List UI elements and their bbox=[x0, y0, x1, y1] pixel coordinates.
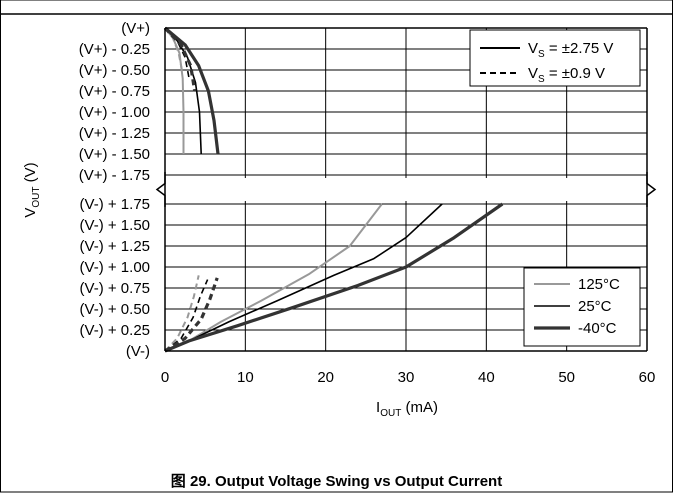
supply-legend-label: VS = ±2.75 V bbox=[528, 40, 613, 60]
temperature-legend-box bbox=[523, 267, 641, 347]
temperature-legend-label: -40°C bbox=[578, 320, 617, 337]
series-line-upper-solid bbox=[163, 26, 220, 155]
x-tick-label: 0 bbox=[161, 369, 169, 386]
y-tick-label-lower: (V-) + 0.75 bbox=[80, 280, 150, 297]
y-tick-label-upper: (V+) - 1.25 bbox=[79, 125, 150, 142]
series-line-lower-solid bbox=[164, 202, 504, 353]
x-tick-label: 60 bbox=[639, 369, 656, 386]
supply-legend-label: VS = ±0.9 V bbox=[528, 65, 605, 85]
y-tick-label-upper: (V+) - 1.75 bbox=[79, 167, 150, 184]
axis-break-gap bbox=[163, 178, 649, 201]
y-tick-label-lower: (V-) + 1.00 bbox=[80, 259, 150, 276]
y-tick-label-lower: (V-) + 1.25 bbox=[80, 238, 150, 255]
x-tick-label: 20 bbox=[317, 369, 334, 386]
y-tick-label-lower: (V-) + 1.50 bbox=[80, 217, 150, 234]
axes-layer: 0 10 20 30 40 50 60 (V+) (V+) - 0.25 (V+) - 0.50 (… bbox=[79, 20, 656, 386]
y-tick-label-lower: (V-) + 0.25 bbox=[80, 322, 150, 339]
temperature-legend-label: 125°C bbox=[578, 276, 620, 293]
x-axis-title: IOUT (mA) bbox=[376, 399, 438, 419]
series-line-upper-dashed bbox=[164, 27, 183, 71]
y-tick-label-upper: (V+) bbox=[121, 20, 150, 37]
series-line-lower-dashed bbox=[164, 275, 200, 352]
y-tick-label-upper: (V+) - 1.00 bbox=[79, 104, 150, 121]
series-layer bbox=[163, 26, 504, 353]
y-tick-label-upper: (V+) - 0.75 bbox=[79, 83, 150, 100]
x-tick-label: 50 bbox=[558, 369, 575, 386]
y-tick-label-lower: (V-) + 0.50 bbox=[80, 301, 150, 318]
y-axis-title: VOUT (V) bbox=[22, 162, 42, 217]
x-tick-label: 10 bbox=[237, 369, 254, 386]
x-tick-label: 40 bbox=[478, 369, 495, 386]
figure-caption: 图 29. Output Voltage Swing vs Output Cur… bbox=[170, 473, 503, 490]
y-tick-label-lower: (V-) + 1.75 bbox=[80, 196, 150, 213]
x-tick-label: 30 bbox=[398, 369, 415, 386]
series-line-upper-dashed bbox=[163, 26, 197, 92]
legend-layer: VS = ±2.75 V VS = ±0.9 V 125°C 25°C -40°C bbox=[469, 29, 641, 347]
temperature-legend-label: 25°C bbox=[578, 298, 612, 315]
y-tick-label-lower: (V-) bbox=[126, 343, 150, 360]
series-line-lower-dashed bbox=[164, 277, 219, 353]
y-tick-label-upper: (V+) - 0.50 bbox=[79, 62, 150, 79]
supply-legend-box bbox=[469, 29, 641, 87]
y-tick-label-upper: (V+) - 1.50 bbox=[79, 146, 150, 163]
y-tick-label-upper: (V+) - 0.25 bbox=[79, 41, 150, 58]
